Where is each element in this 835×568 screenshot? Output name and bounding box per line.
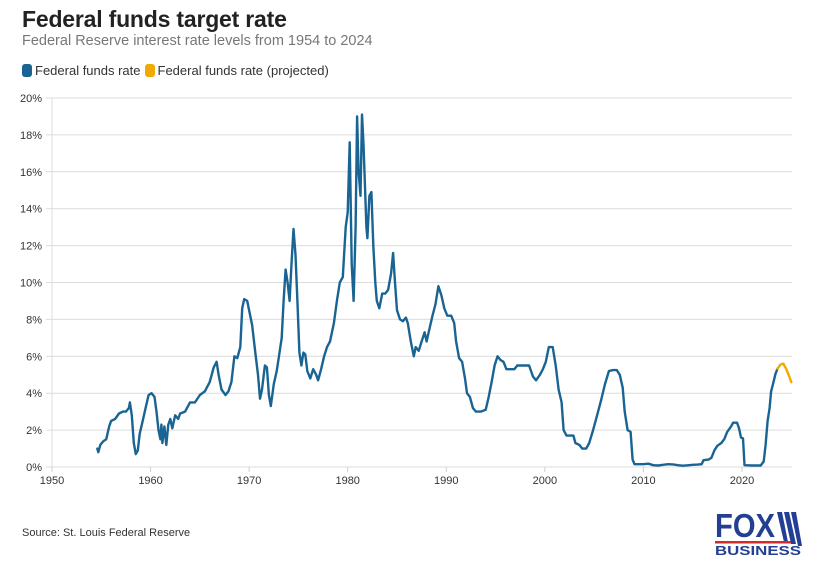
x-tick-label: 2000	[533, 475, 557, 487]
chart-subtitle: Federal Reserve interest rate levels fro…	[22, 33, 373, 49]
legend-label-projected: Federal funds rate (projected)	[157, 63, 329, 78]
y-axis: 0% 2% 4% 6% 8% 10% 12% 14% 16% 18% 20%	[20, 93, 53, 474]
chart-title: Federal funds target rate	[22, 6, 287, 32]
x-tick-label: 1980	[335, 475, 359, 487]
logo-fox-text: FOX	[715, 510, 775, 544]
y-tick-label: 0%	[26, 462, 42, 474]
y-tick-label: 6%	[26, 351, 42, 363]
x-tick-label: 1970	[237, 475, 261, 487]
series-line-federal-funds-rate	[96, 113, 779, 467]
y-tick-label: 8%	[26, 314, 42, 326]
y-tick-label: 20%	[20, 93, 42, 105]
y-tick-label: 4%	[26, 388, 42, 400]
logo-slashes-icon	[777, 512, 802, 546]
series-lines	[96, 113, 793, 467]
chart-legend: Federal funds rate Federal funds rate (p…	[22, 63, 333, 78]
x-tick-label: 1950	[40, 475, 64, 487]
x-axis: 1950 1960 1970 1980 1990 2000 2010 2020	[40, 467, 754, 487]
x-tick-label: 2010	[631, 475, 655, 487]
x-tick-label: 1990	[434, 475, 458, 487]
legend-swatch-actual	[22, 64, 32, 77]
y-tick-label: 14%	[20, 204, 42, 216]
x-tick-label: 1960	[138, 475, 162, 487]
gridlines	[46, 97, 792, 468]
y-tick-label: 12%	[20, 241, 42, 253]
x-tick-label: 2020	[730, 475, 754, 487]
legend-label-actual: Federal funds rate	[35, 63, 141, 78]
series-line-projected	[776, 362, 793, 384]
logo-stripe	[715, 541, 791, 544]
source-note: Source: St. Louis Federal Reserve	[22, 527, 191, 539]
legend-item-projected[interactable]: Federal funds rate (projected)	[144, 63, 329, 78]
y-tick-label: 10%	[20, 278, 42, 290]
fox-business-logo: FOX BUSINESS	[715, 510, 802, 556]
logo-business-text: BUSINESS	[715, 543, 801, 556]
legend-swatch-projected	[144, 64, 155, 77]
y-tick-label: 16%	[20, 167, 42, 179]
y-tick-label: 18%	[20, 130, 42, 142]
legend-item-actual[interactable]: Federal funds rate	[22, 63, 141, 78]
y-tick-label: 2%	[26, 425, 42, 437]
